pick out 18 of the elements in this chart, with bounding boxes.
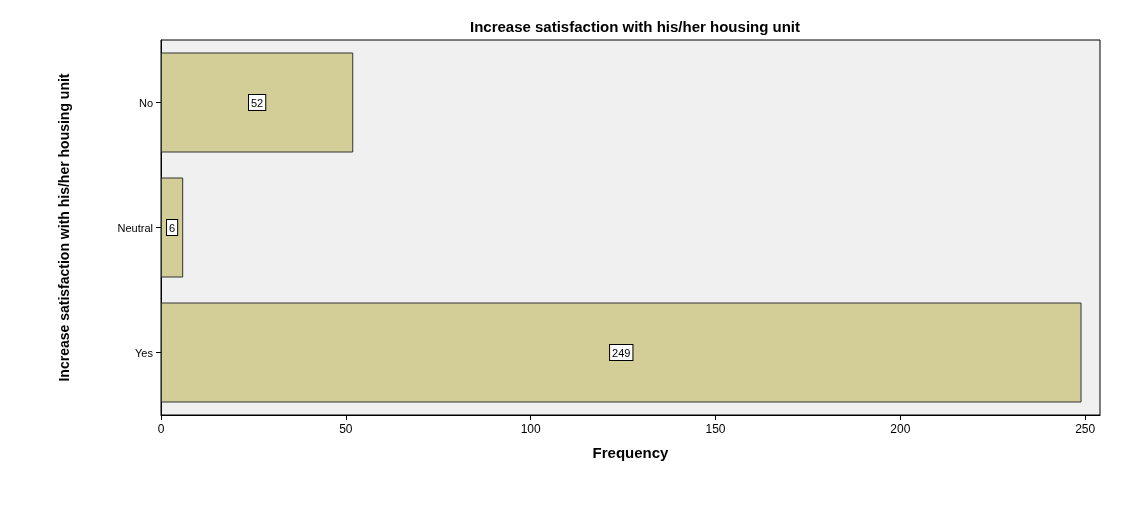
data-label: 249 bbox=[612, 346, 631, 359]
y-axis-title: Increase satisfaction with his/her housing unit bbox=[56, 73, 72, 382]
x-tick-label: 250 bbox=[1075, 422, 1096, 436]
data-label: 52 bbox=[250, 96, 264, 109]
x-axis-title: Frequency bbox=[592, 444, 670, 461]
bar bbox=[161, 52, 354, 153]
y-tick-label: Yes bbox=[135, 346, 154, 359]
chart-title: Increase satisfaction with his/her housing unit bbox=[469, 18, 801, 35]
x-tick-label: 100 bbox=[520, 422, 542, 436]
x-tick-label: 150 bbox=[705, 422, 726, 436]
x-tick-label: 50 bbox=[339, 422, 353, 436]
y-tick-label: Neutral bbox=[117, 221, 153, 234]
bar bbox=[161, 177, 184, 278]
y-tick-label: No bbox=[138, 96, 153, 109]
data-label: 6 bbox=[169, 221, 176, 234]
bar bbox=[161, 302, 1082, 403]
x-tick-label: 0 bbox=[157, 422, 165, 436]
x-tick-label: 200 bbox=[890, 422, 911, 436]
